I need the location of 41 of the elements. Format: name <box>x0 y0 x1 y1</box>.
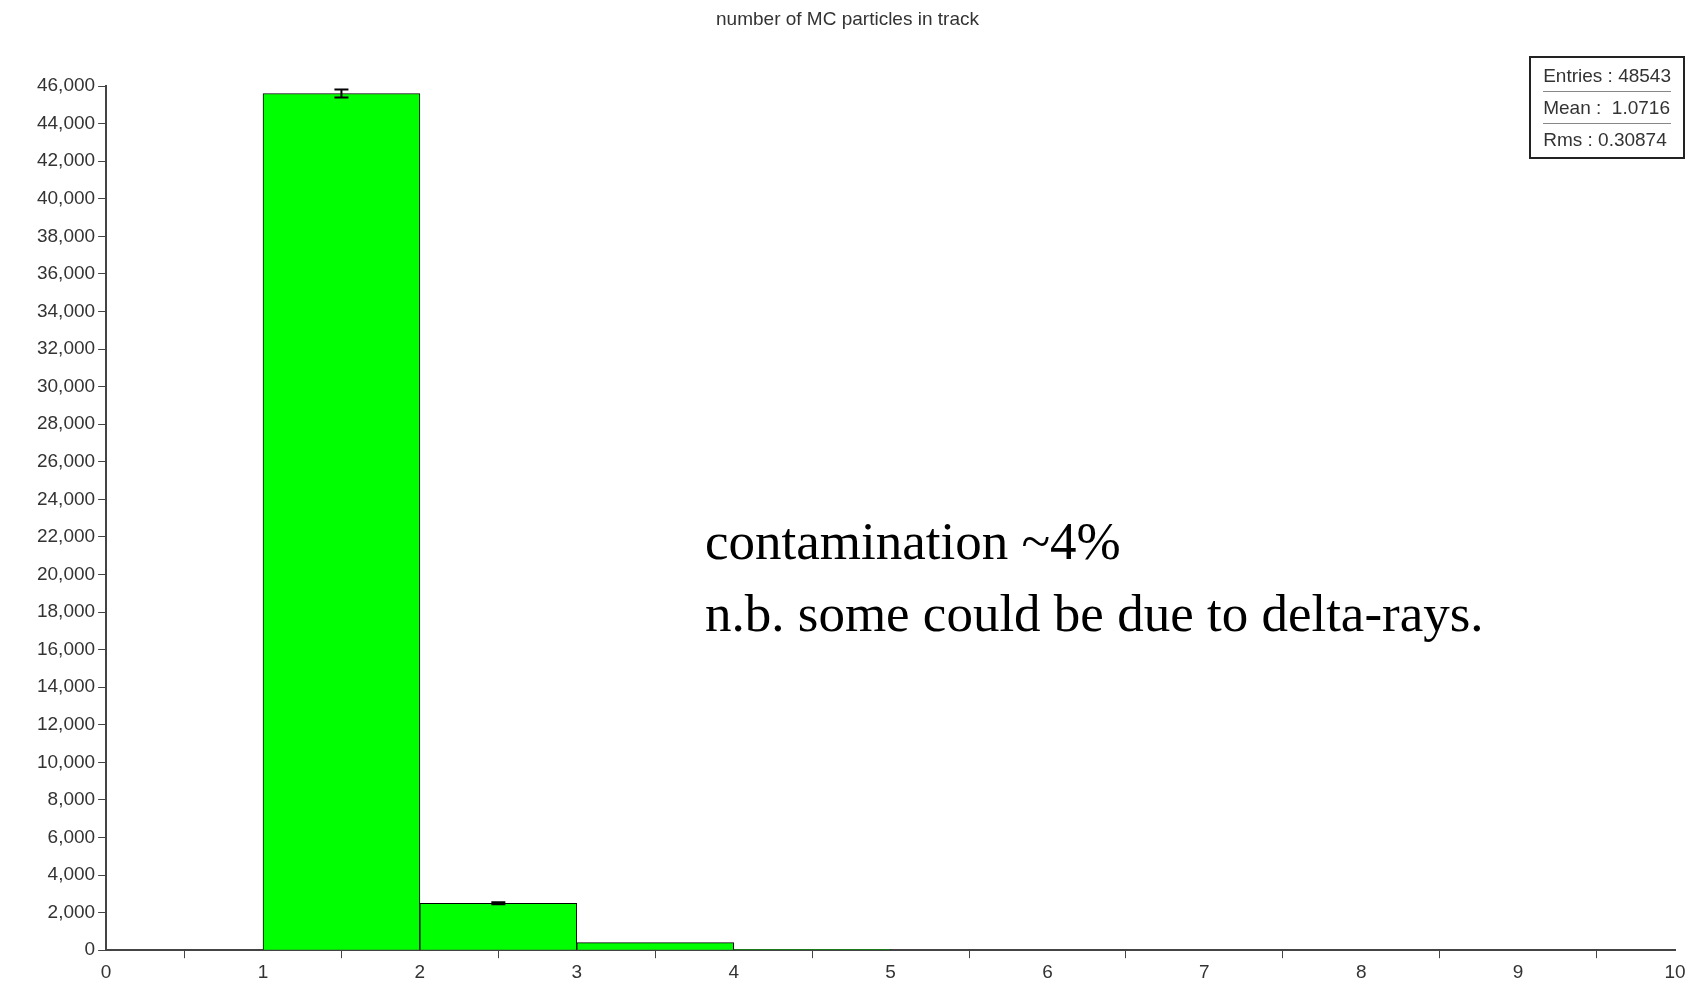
x-tick-label: 8 <box>1355 960 1367 982</box>
annotation: contamination ~4% <box>705 512 1121 570</box>
y-tick-label: 14,000 <box>36 675 96 697</box>
y-tick-label: 16,000 <box>36 637 96 659</box>
y-tick-label: 26,000 <box>36 449 96 471</box>
y-tick-label: 24,000 <box>36 487 96 509</box>
y-tick-label: 20,000 <box>36 562 96 584</box>
y-tick-label: 32,000 <box>36 337 96 359</box>
chart-title: number of MC particles in track <box>715 8 980 30</box>
annotation: n.b. some could be due to delta-rays. <box>705 584 1484 642</box>
text: Entries : 48543 <box>1543 60 1671 92</box>
annotation: Mean : 1.0716 <box>1543 92 1671 124</box>
y-tick-label: 18,000 <box>36 600 96 622</box>
x-tick-label: 7 <box>1199 960 1210 982</box>
y-tick-label: 4,000 <box>47 863 96 885</box>
y-tick-label: 28,000 <box>36 412 96 434</box>
x-tick-label: 2 <box>414 960 426 982</box>
x-tick-label: 6 <box>1042 960 1053 982</box>
y-tick-label: 10,000 <box>36 750 96 772</box>
y-tick-label: 8,000 <box>47 788 96 810</box>
y-tick-label: 2,000 <box>47 900 96 922</box>
y-tick-label: 6,000 <box>47 825 96 847</box>
annotation: Rms : 0.30874 <box>1543 128 1668 152</box>
x-tick-label: 5 <box>885 960 896 982</box>
x-tick-label: 1 <box>257 960 269 982</box>
x-tick-label: 3 <box>571 960 583 982</box>
x-tick-label: 0 <box>100 960 112 982</box>
x-tick-label: 9 <box>1512 960 1524 982</box>
x-tick-label: 10 <box>1664 960 1686 982</box>
x-tick-label: 4 <box>728 960 740 982</box>
y-tick-label: 30,000 <box>36 374 96 396</box>
y-tick-label: 22,000 <box>36 525 96 547</box>
y-tick-label: 44,000 <box>36 111 96 133</box>
y-tick-label: 34,000 <box>36 299 96 321</box>
y-tick-label: 36,000 <box>36 262 96 284</box>
y-tick-label: 46,000 <box>36 74 96 96</box>
y-tick-label: 40,000 <box>36 186 96 208</box>
y-tick-label: 42,000 <box>36 149 96 171</box>
y-tick-label: 12,000 <box>36 712 96 734</box>
y-tick-label: 38,000 <box>36 224 96 246</box>
y-tick-label: 0 <box>84 938 96 960</box>
